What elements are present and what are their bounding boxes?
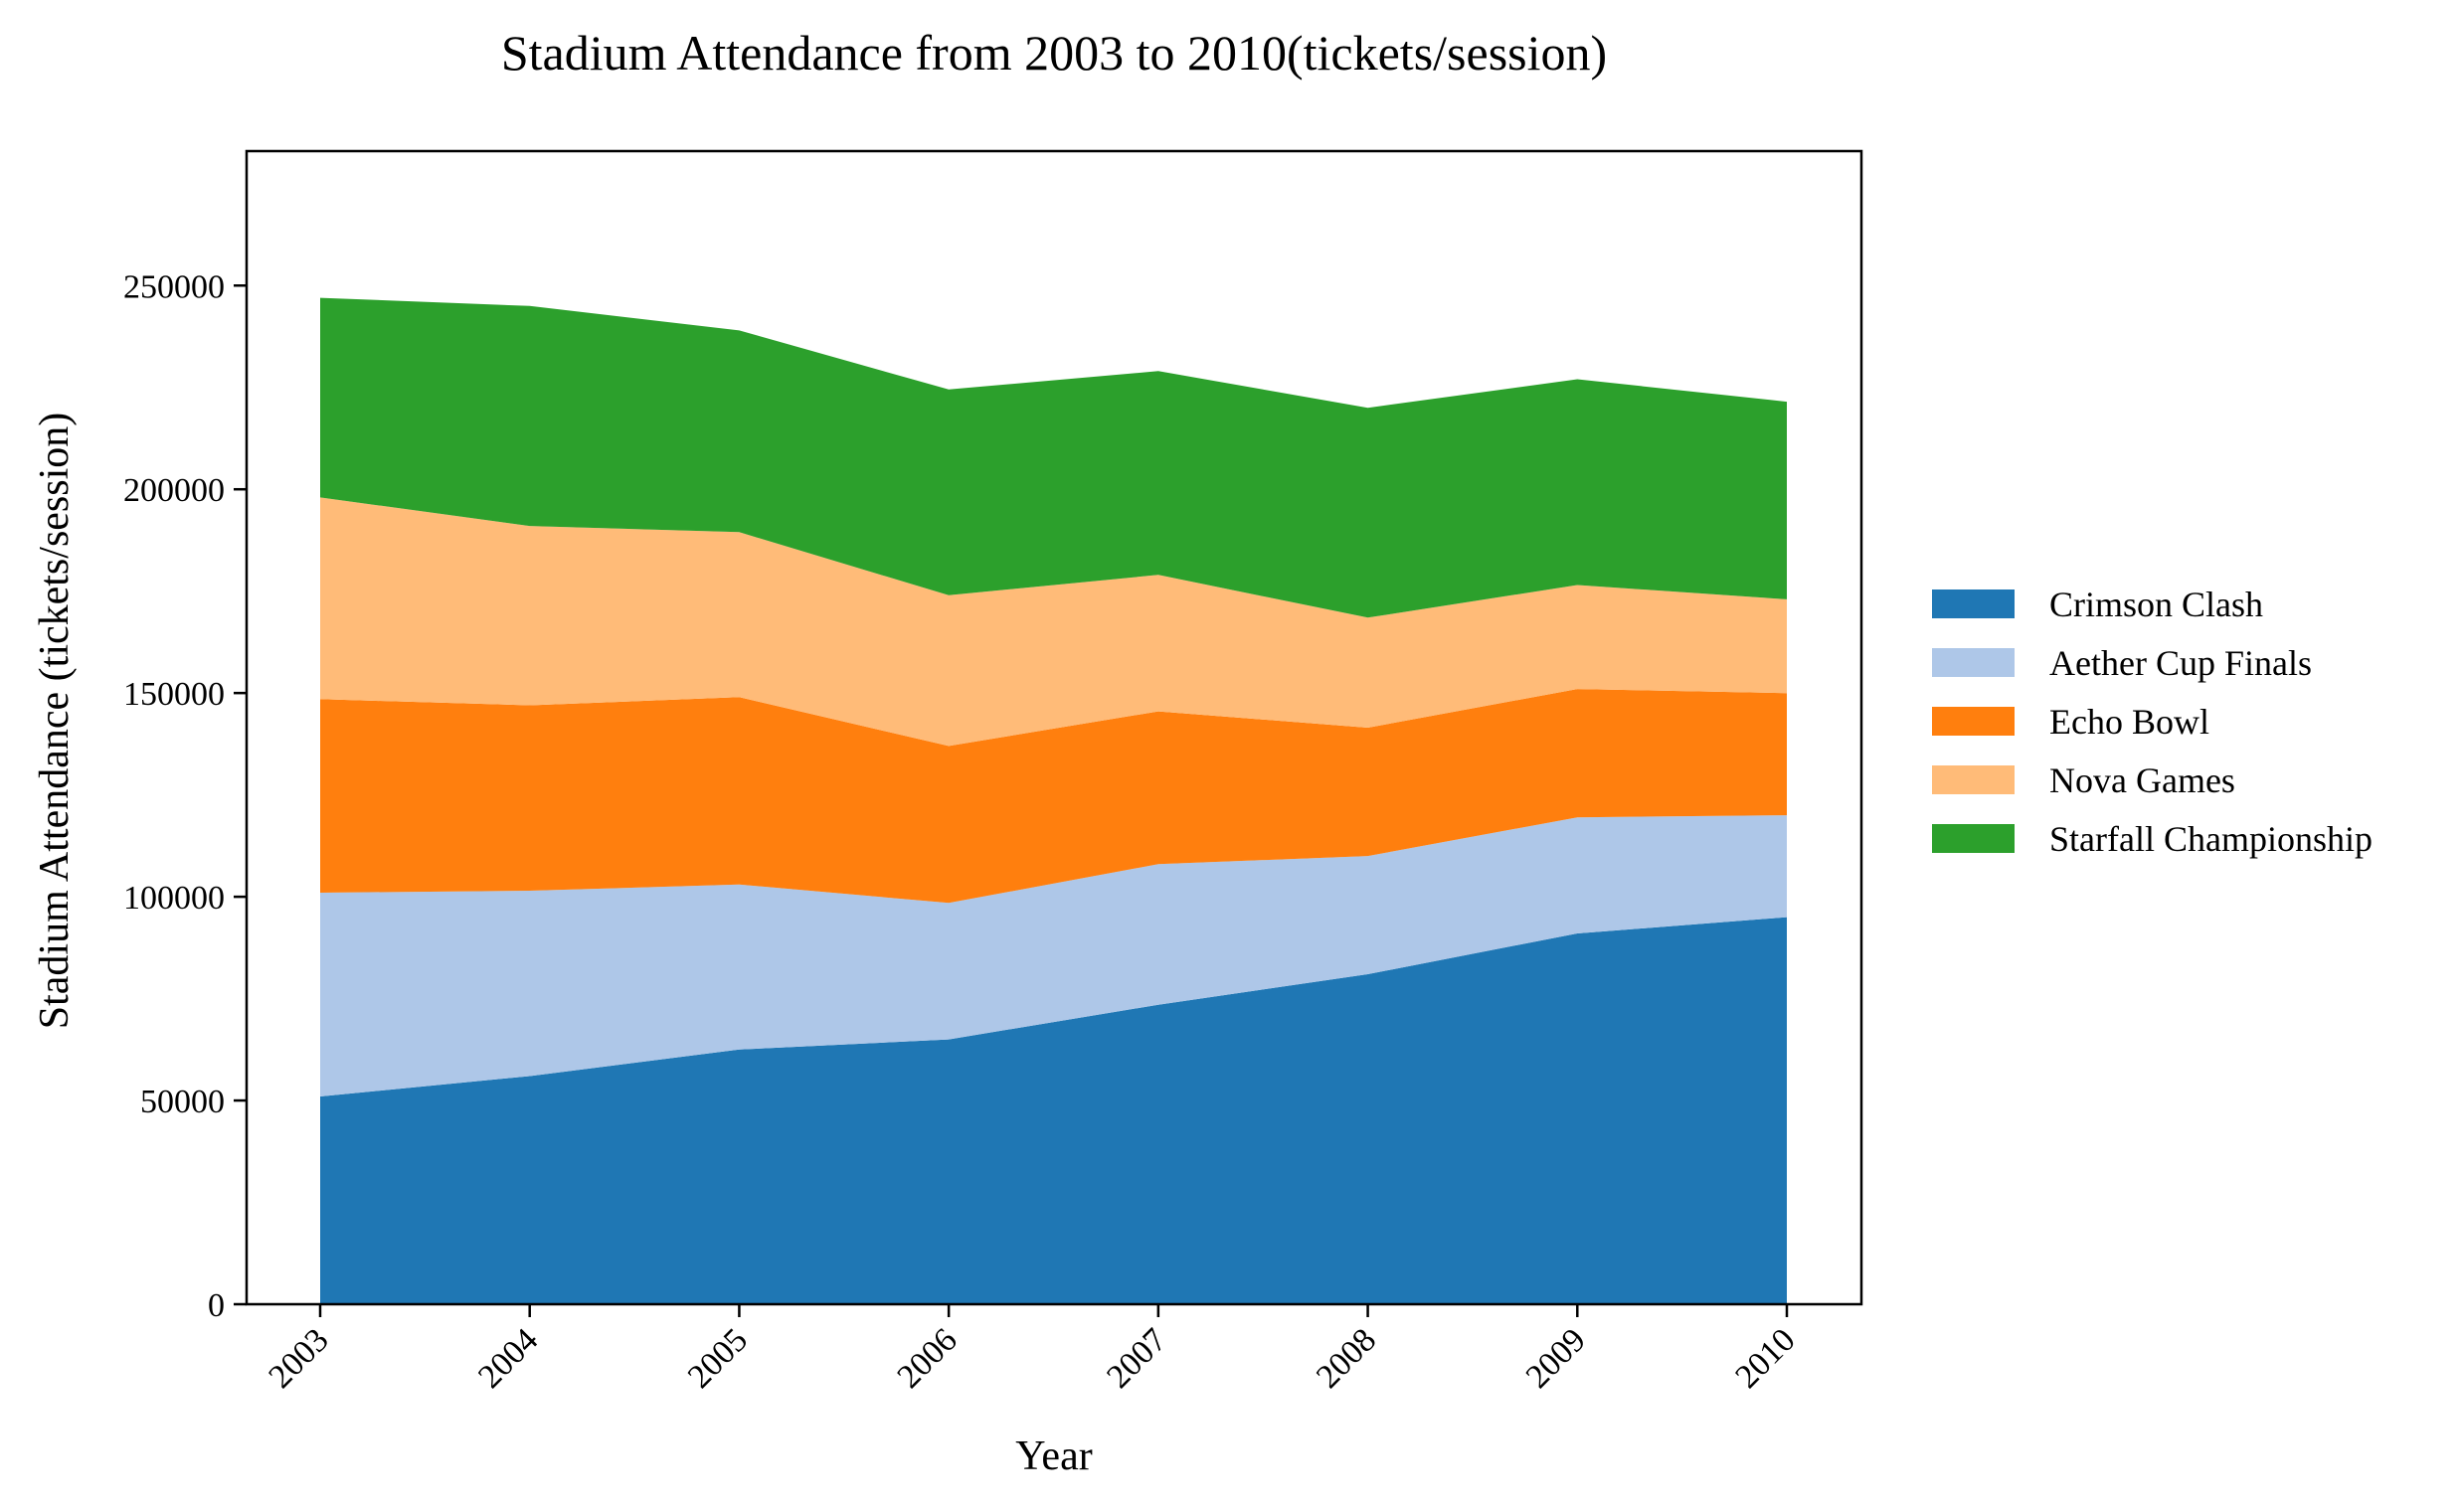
y-tick-label: 50000 xyxy=(140,1084,225,1120)
x-tick-label: 2008 xyxy=(1310,1321,1383,1395)
y-axis: 0 50000 100000 150000 200000 250000 xyxy=(123,268,247,1324)
legend-label: Echo Bowl xyxy=(2049,702,2209,742)
x-tick-label: 2006 xyxy=(891,1321,965,1395)
legend-swatch xyxy=(1932,707,2015,736)
legend-swatch xyxy=(1932,765,2015,794)
y-tick-label: 100000 xyxy=(123,880,225,917)
legend-swatch xyxy=(1932,824,2015,853)
x-tick-label: 2003 xyxy=(262,1321,335,1395)
area-series-0 xyxy=(320,917,1787,1304)
y-tick-label: 150000 xyxy=(123,676,225,713)
area-series-1 xyxy=(320,815,1787,1096)
area-series-4 xyxy=(320,297,1787,618)
legend: Crimson Clash Aether Cup Finals Echo Bowl N… xyxy=(1932,585,2373,859)
x-tick-label: 2007 xyxy=(1100,1321,1173,1395)
legend-swatch xyxy=(1932,648,2015,677)
x-tick-label: 2005 xyxy=(681,1321,755,1395)
legend-label: Starfall Championship xyxy=(2049,819,2373,859)
legend-label: Aether Cup Finals xyxy=(2049,643,2312,683)
area-series-3 xyxy=(320,497,1787,747)
legend-label: Crimson Clash xyxy=(2049,585,2263,624)
legend-swatch xyxy=(1932,589,2015,618)
y-tick-label: 0 xyxy=(208,1287,225,1324)
x-tick-label: 2010 xyxy=(1728,1321,1802,1395)
x-tick-label: 2004 xyxy=(471,1321,545,1395)
y-tick-label: 250000 xyxy=(123,268,225,305)
y-axis-label: Stadium Attendance (tickets/session) xyxy=(32,413,78,1030)
chart-title: Stadium Attendance from 2003 to 2010(tic… xyxy=(501,25,1607,81)
x-tick-label: 2009 xyxy=(1519,1321,1593,1395)
areas-layer xyxy=(320,297,1787,1304)
legend-label: Nova Games xyxy=(2049,760,2235,800)
x-axis-label: Year xyxy=(1015,1433,1092,1479)
area-series-2 xyxy=(320,689,1787,904)
plot-frame xyxy=(245,149,1863,1306)
y-tick-label: 200000 xyxy=(123,472,225,509)
x-axis: 2003 2004 2005 2006 2007 2008 2009 2010 xyxy=(262,1304,1803,1396)
